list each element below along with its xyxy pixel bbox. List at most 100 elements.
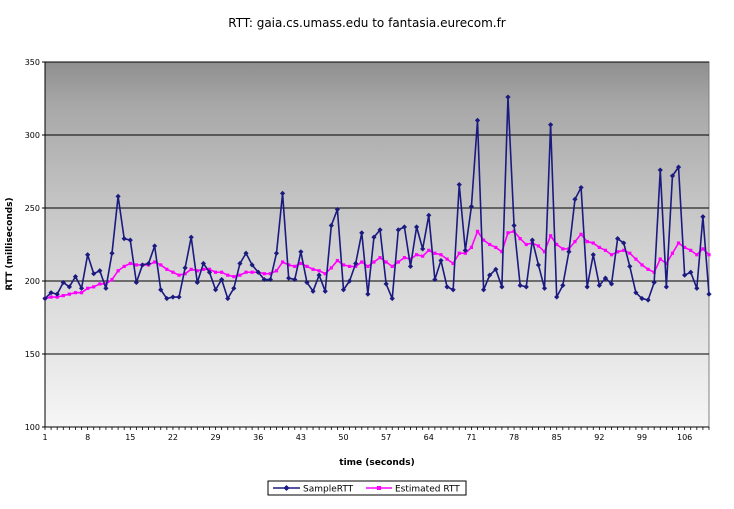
data-point-samplertt xyxy=(615,236,621,242)
data-point-estimated-rtt xyxy=(414,253,419,257)
data-point-estimated-rtt xyxy=(67,292,71,296)
data-point-estimated-rtt xyxy=(646,267,650,271)
data-point-samplertt xyxy=(164,295,170,302)
data-point-estimated-rtt xyxy=(384,260,388,264)
data-point-estimated-rtt xyxy=(506,231,510,235)
data-point-samplertt xyxy=(401,224,408,230)
x-tick-label: 15 xyxy=(125,433,135,442)
data-point-samplertt xyxy=(121,236,127,242)
data-point-estimated-rtt xyxy=(707,253,711,257)
data-point-samplertt xyxy=(54,291,60,297)
data-point-samplertt xyxy=(651,279,657,286)
data-point-estimated-rtt xyxy=(427,248,431,252)
data-point-samplertt xyxy=(596,282,602,288)
data-point-samplertt xyxy=(688,269,694,275)
data-point-estimated-rtt xyxy=(445,257,449,261)
data-point-estimated-rtt xyxy=(79,291,84,295)
x-tick-label: 85 xyxy=(552,433,562,442)
x-tick-label: 92 xyxy=(594,433,604,442)
data-point-estimated-rtt xyxy=(183,272,187,276)
data-point-samplertt xyxy=(584,284,590,290)
y-axis-ticks: 100 150 200 250 300 350 xyxy=(25,58,45,432)
data-point-estimated-rtt xyxy=(524,242,528,247)
data-point-samplertt xyxy=(188,234,194,240)
data-point-samplertt xyxy=(572,196,578,202)
data-point-samplertt xyxy=(231,285,237,291)
x-tick-label: 36 xyxy=(253,433,263,442)
data-point-samplertt xyxy=(194,279,200,286)
data-point-samplertt xyxy=(212,287,219,293)
data-point-estimated-rtt xyxy=(683,245,687,250)
data-point-estimated-rtt xyxy=(500,250,504,254)
data-point-samplertt xyxy=(328,222,334,229)
data-point-samplertt xyxy=(627,263,633,269)
data-point-samplertt xyxy=(66,284,72,290)
x-tick-label: 64 xyxy=(424,433,434,442)
data-point-samplertt xyxy=(340,287,347,293)
data-point-estimated-rtt xyxy=(439,253,443,257)
data-point-samplertt xyxy=(468,203,475,210)
data-point-samplertt xyxy=(407,263,414,269)
data-point-samplertt xyxy=(255,269,261,275)
data-point-samplertt xyxy=(200,260,206,267)
data-point-estimated-rtt xyxy=(287,263,291,267)
data-point-estimated-rtt xyxy=(61,294,65,298)
data-point-samplertt xyxy=(103,285,109,291)
data-point-samplertt xyxy=(145,260,152,267)
data-point-estimated-rtt xyxy=(165,267,169,271)
data-point-estimated-rtt xyxy=(457,251,461,255)
data-point-estimated-rtt xyxy=(372,260,376,264)
data-point-samplertt xyxy=(645,297,651,303)
x-tick-label: 1 xyxy=(42,433,47,442)
data-point-estimated-rtt xyxy=(482,238,486,242)
data-point-samplertt xyxy=(359,230,365,236)
x-tick-label: 78 xyxy=(509,433,519,442)
data-point-estimated-rtt xyxy=(488,242,492,247)
data-point-samplertt xyxy=(286,275,292,281)
y-tick-label: 200 xyxy=(25,277,40,286)
data-point-samplertt xyxy=(371,234,377,240)
series-layer xyxy=(42,94,712,303)
data-point-samplertt xyxy=(450,287,456,293)
data-point-samplertt xyxy=(517,282,523,288)
legend-marker-sample-rtt xyxy=(283,485,290,491)
data-point-samplertt xyxy=(535,262,542,268)
x-tick-label: 8 xyxy=(85,433,90,442)
data-point-samplertt xyxy=(97,268,103,274)
data-point-estimated-rtt xyxy=(274,269,279,273)
data-point-estimated-rtt xyxy=(354,264,358,268)
data-point-estimated-rtt xyxy=(469,245,474,250)
data-point-estimated-rtt xyxy=(676,241,681,245)
data-point-samplertt xyxy=(426,212,432,218)
data-point-estimated-rtt xyxy=(49,295,53,299)
data-point-samplertt xyxy=(621,240,627,246)
data-point-estimated-rtt xyxy=(195,269,199,273)
data-point-estimated-rtt xyxy=(366,264,370,268)
data-point-samplertt xyxy=(608,281,615,287)
data-point-estimated-rtt xyxy=(341,263,346,267)
data-point-estimated-rtt xyxy=(591,241,595,245)
data-point-samplertt xyxy=(133,279,139,286)
data-point-samplertt xyxy=(115,193,121,199)
data-point-estimated-rtt xyxy=(402,256,407,260)
x-tick-label: 22 xyxy=(168,433,178,442)
data-point-estimated-rtt xyxy=(670,251,675,255)
data-point-samplertt xyxy=(225,295,231,302)
data-point-samplertt xyxy=(310,288,316,294)
series-samplertt xyxy=(42,94,712,303)
data-point-estimated-rtt xyxy=(360,260,364,264)
data-point-samplertt xyxy=(91,271,97,277)
data-point-samplertt xyxy=(389,295,395,302)
data-point-samplertt xyxy=(432,276,438,283)
data-point-samplertt xyxy=(170,294,176,300)
data-point-estimated-rtt xyxy=(220,270,224,274)
data-point-samplertt xyxy=(334,206,341,213)
chart-title: RTT: gaia.cs.umass.edu to fantasia.eurec… xyxy=(228,16,506,30)
data-point-samplertt xyxy=(279,190,286,196)
data-point-estimated-rtt xyxy=(305,264,309,268)
data-point-samplertt xyxy=(541,285,548,291)
data-point-estimated-rtt xyxy=(561,247,565,251)
data-point-estimated-rtt xyxy=(640,263,644,267)
data-point-samplertt xyxy=(316,272,322,278)
